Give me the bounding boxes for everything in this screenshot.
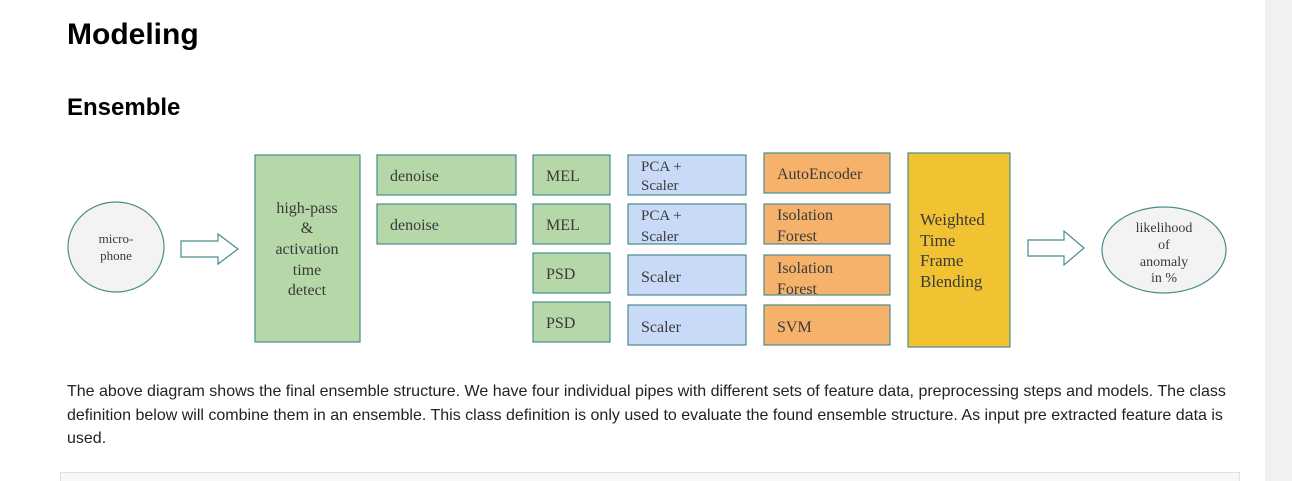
model-node <box>763 152 891 194</box>
denoise-node <box>376 203 517 245</box>
ensemble-diagram-svg: micro- phone high-pass & activation time… <box>67 152 1227 348</box>
model-label: AutoEncoder <box>777 166 863 183</box>
blending-label: Frame <box>920 251 963 270</box>
section-title: Ensemble <box>67 94 181 121</box>
arrow-right-icon <box>1027 229 1085 267</box>
output-label: of <box>1158 238 1170 253</box>
preprocess-label: Scaler <box>641 229 678 245</box>
blending-label: Time <box>920 231 955 250</box>
highpass-label-5: detect <box>288 282 327 299</box>
denoise-label: denoise <box>390 217 439 234</box>
preprocess-node <box>627 203 747 245</box>
feature-label: PSD <box>546 315 575 332</box>
output-label: likelihood <box>1136 221 1193 236</box>
feature-label: MEL <box>546 168 580 185</box>
preprocess-label: Scaler <box>641 269 682 286</box>
preprocess-node <box>627 154 747 196</box>
output-label: in % <box>1151 271 1177 286</box>
description-text: The above diagram shows the final ensemb… <box>67 383 1226 447</box>
model-label: SVM <box>777 319 812 336</box>
preprocess-label: PCA + <box>641 208 682 224</box>
denoise-label: denoise <box>390 168 439 185</box>
blending-label: Blending <box>920 272 983 291</box>
feature-node-psd <box>532 252 611 294</box>
code-cell[interactable] <box>60 472 1240 481</box>
output-node <box>1101 206 1227 294</box>
feature-node-mel <box>532 203 611 245</box>
blending-node <box>907 152 1011 348</box>
preprocess-label: Scaler <box>641 319 682 336</box>
ensemble-diagram: micro- phone high-pass & activation time… <box>60 145 1240 355</box>
microphone-node <box>67 201 165 293</box>
feature-label: MEL <box>546 217 580 234</box>
arrow-right-icon <box>180 232 239 266</box>
model-node <box>763 254 891 296</box>
model-label: Isolation <box>777 260 833 277</box>
model-label: Forest <box>777 228 818 245</box>
highpass-label-2: & <box>301 220 314 237</box>
denoise-node <box>376 154 517 196</box>
output-label: anomaly <box>1140 255 1188 270</box>
preprocess-label: Scaler <box>641 178 678 194</box>
model-node <box>763 203 891 245</box>
page-title: Modeling <box>67 18 199 51</box>
scrollbar[interactable] <box>1265 0 1292 481</box>
feature-label: PSD <box>546 266 575 283</box>
microphone-label-2: phone <box>100 248 132 263</box>
model-node <box>763 304 891 346</box>
highpass-label-3: activation <box>275 241 338 258</box>
feature-node-psd <box>532 301 611 343</box>
highpass-label-1: high-pass <box>276 200 337 217</box>
preprocess-label: PCA + <box>641 159 682 175</box>
feature-node-mel <box>532 154 611 196</box>
preprocess-node <box>627 304 747 346</box>
model-label: Forest <box>777 281 818 298</box>
model-label: Isolation <box>777 207 833 224</box>
microphone-label-1: micro- <box>99 231 134 246</box>
preprocess-node <box>627 254 747 296</box>
blending-label: Weighted <box>920 210 985 229</box>
highpass-label-4: time <box>293 262 321 279</box>
highpass-node <box>254 154 361 343</box>
